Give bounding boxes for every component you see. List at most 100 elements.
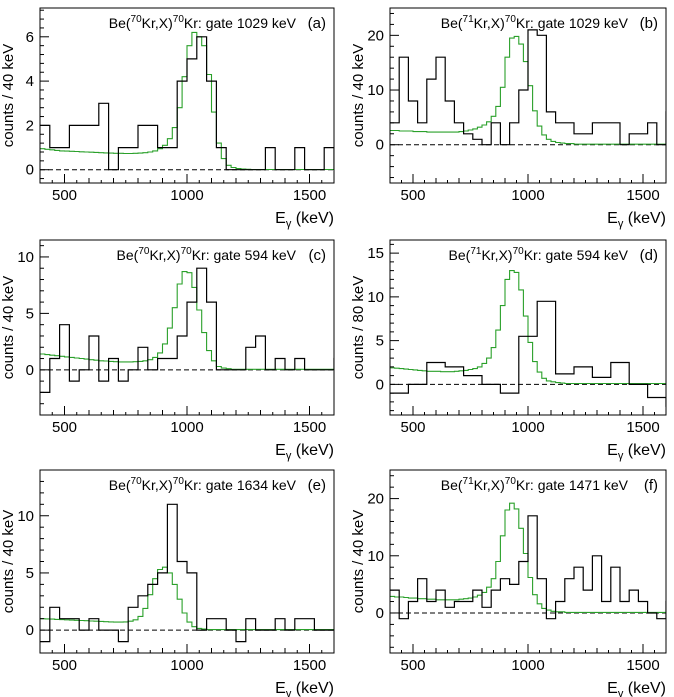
y-tick-label: 10 — [17, 508, 34, 525]
data-histogram — [390, 29, 666, 146]
y-tick-label: 4 — [26, 73, 34, 90]
x-tick-label: 500 — [52, 419, 77, 436]
title-iso1: 71 — [470, 246, 482, 257]
y-tick-label: 20 — [367, 27, 384, 44]
x-axis-label: Eγ (keV) — [275, 210, 334, 230]
x-tick-label: 1000 — [511, 187, 544, 204]
panel-letter: (b) — [640, 15, 658, 32]
y-axis-label: counts / 40 keV — [350, 44, 367, 147]
panel-title: Be(70Kr,X)70Kr: gate 1634 keV — [109, 476, 297, 493]
x-tick-label: 500 — [52, 657, 77, 674]
x-axis-label: Eγ (keV) — [607, 442, 666, 462]
x-axis-label: Eγ (keV) — [275, 680, 334, 697]
simulation-histogram — [40, 566, 334, 631]
x-tick-label: 500 — [52, 187, 77, 204]
title-post: Kr: gate 594 keV — [192, 247, 297, 263]
panel-letter: (c) — [309, 247, 327, 264]
simulation-histogram — [390, 502, 666, 613]
panel-title: Be(70Kr,X)70Kr: gate 1029 keV — [109, 14, 297, 31]
x-label-sub: γ — [286, 450, 292, 462]
x-tick-label: 500 — [400, 187, 425, 204]
x-tick-label: 1000 — [170, 187, 203, 204]
x-tick-label: 1500 — [293, 657, 326, 674]
title-iso2: 70 — [505, 476, 517, 487]
title-post: Kr: gate 1634 keV — [184, 477, 297, 493]
title-mid: Kr,X) — [142, 15, 173, 31]
data-histogram — [40, 36, 334, 171]
y-axis-label: counts / 40 keV — [350, 510, 367, 613]
title-pre: Be( — [109, 477, 131, 493]
x-label-sub: γ — [618, 688, 624, 697]
panel-title: Be(70Kr,X)70Kr: gate 594 keV — [117, 246, 297, 263]
data-histogram — [390, 515, 666, 620]
title-mid: Kr,X) — [474, 15, 505, 31]
x-tick-label: 1500 — [626, 657, 659, 674]
x-tick-label: 500 — [400, 657, 425, 674]
panel-letter: (f) — [644, 477, 658, 494]
x-label-main: E — [275, 210, 286, 227]
plot-frame — [39, 7, 335, 184]
y-axis-label: counts / 80 keV — [350, 276, 367, 379]
x-tick-label: 1500 — [626, 419, 659, 436]
x-label-sub: γ — [618, 450, 624, 462]
x-tick-label: 1500 — [293, 187, 326, 204]
x-axis-label: Eγ (keV) — [607, 210, 666, 230]
title-iso1: 70 — [131, 14, 143, 25]
x-label-unit: (keV) — [623, 442, 666, 459]
y-tick-label: 0 — [26, 362, 34, 379]
title-post: Kr: gate 594 keV — [524, 247, 629, 263]
x-label-unit: (keV) — [623, 210, 666, 227]
title-iso2: 70 — [181, 246, 193, 257]
title-mid: Kr,X) — [142, 477, 173, 493]
simulation-histogram — [40, 31, 334, 171]
title-mid: Kr,X) — [481, 247, 512, 263]
y-axis-label: counts / 40 keV — [0, 44, 17, 147]
title-mid: Kr,X) — [474, 477, 505, 493]
y-tick-label: 10 — [367, 82, 384, 99]
title-iso1: 71 — [463, 476, 475, 487]
title-pre: Be( — [109, 15, 131, 31]
x-tick-label: 1000 — [170, 419, 203, 436]
title-iso2: 70 — [505, 14, 517, 25]
y-tick-label: 0 — [376, 605, 384, 622]
x-label-main: E — [275, 680, 286, 697]
simulation-histogram — [390, 270, 666, 385]
y-tick-label: 0 — [26, 622, 34, 639]
x-label-unit: (keV) — [291, 442, 334, 459]
data-histogram — [40, 503, 334, 643]
x-label-unit: (keV) — [291, 210, 334, 227]
x-tick-label: 1000 — [511, 419, 544, 436]
title-iso2: 70 — [513, 246, 525, 257]
title-post: Kr: gate 1029 keV — [516, 15, 629, 31]
simulation-histogram — [390, 35, 666, 145]
x-label-main: E — [607, 210, 618, 227]
y-tick-label: 5 — [26, 565, 34, 582]
panel-title: Be(71Kr,X)70Kr: gate 1029 keV — [441, 14, 629, 31]
panel-letter: (d) — [640, 247, 658, 264]
title-pre: Be( — [449, 247, 471, 263]
y-tick-label: 10 — [367, 548, 384, 565]
y-tick-label: 0 — [26, 162, 34, 179]
x-tick-label: 1500 — [293, 419, 326, 436]
y-axis-label: counts / 40 keV — [0, 510, 17, 613]
y-tick-label: 15 — [367, 245, 384, 262]
x-tick-label: 1000 — [511, 657, 544, 674]
data-histogram — [40, 267, 334, 393]
x-label-main: E — [607, 680, 618, 697]
title-iso1: 70 — [138, 246, 150, 257]
x-label-sub: γ — [618, 218, 624, 230]
x-axis-label: Eγ (keV) — [607, 680, 666, 697]
title-iso1: 71 — [463, 14, 475, 25]
panel-a: 500 1000 1500 0 2 4 6 counts / 40 keV Eγ (keV) Be… — [0, 7, 335, 230]
panel-title: Be(71Kr,X)70Kr: gate 594 keV — [449, 246, 629, 263]
x-tick-label: 1000 — [170, 657, 203, 674]
x-label-sub: γ — [286, 688, 292, 697]
y-tick-label: 10 — [17, 249, 34, 266]
x-axis-label: Eγ (keV) — [275, 442, 334, 462]
title-iso1: 70 — [131, 476, 143, 487]
